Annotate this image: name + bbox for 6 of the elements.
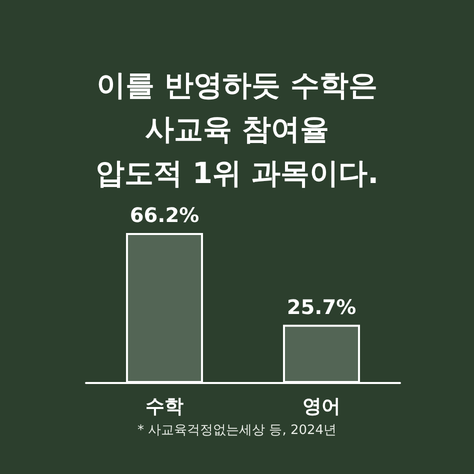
data-label: 66.2% — [130, 203, 200, 227]
chart-title: 이를 반영하듯 수학은 사교육 참여율 압도적 1위 과목이다. — [95, 68, 379, 190]
data-label: 25.7% — [286, 294, 356, 319]
x-tick-label: 수학 — [146, 396, 184, 418]
x-tick-label: 영어 — [302, 396, 340, 418]
text: * 사교육걱정없는세상 등, 2024년 — [137, 423, 337, 438]
